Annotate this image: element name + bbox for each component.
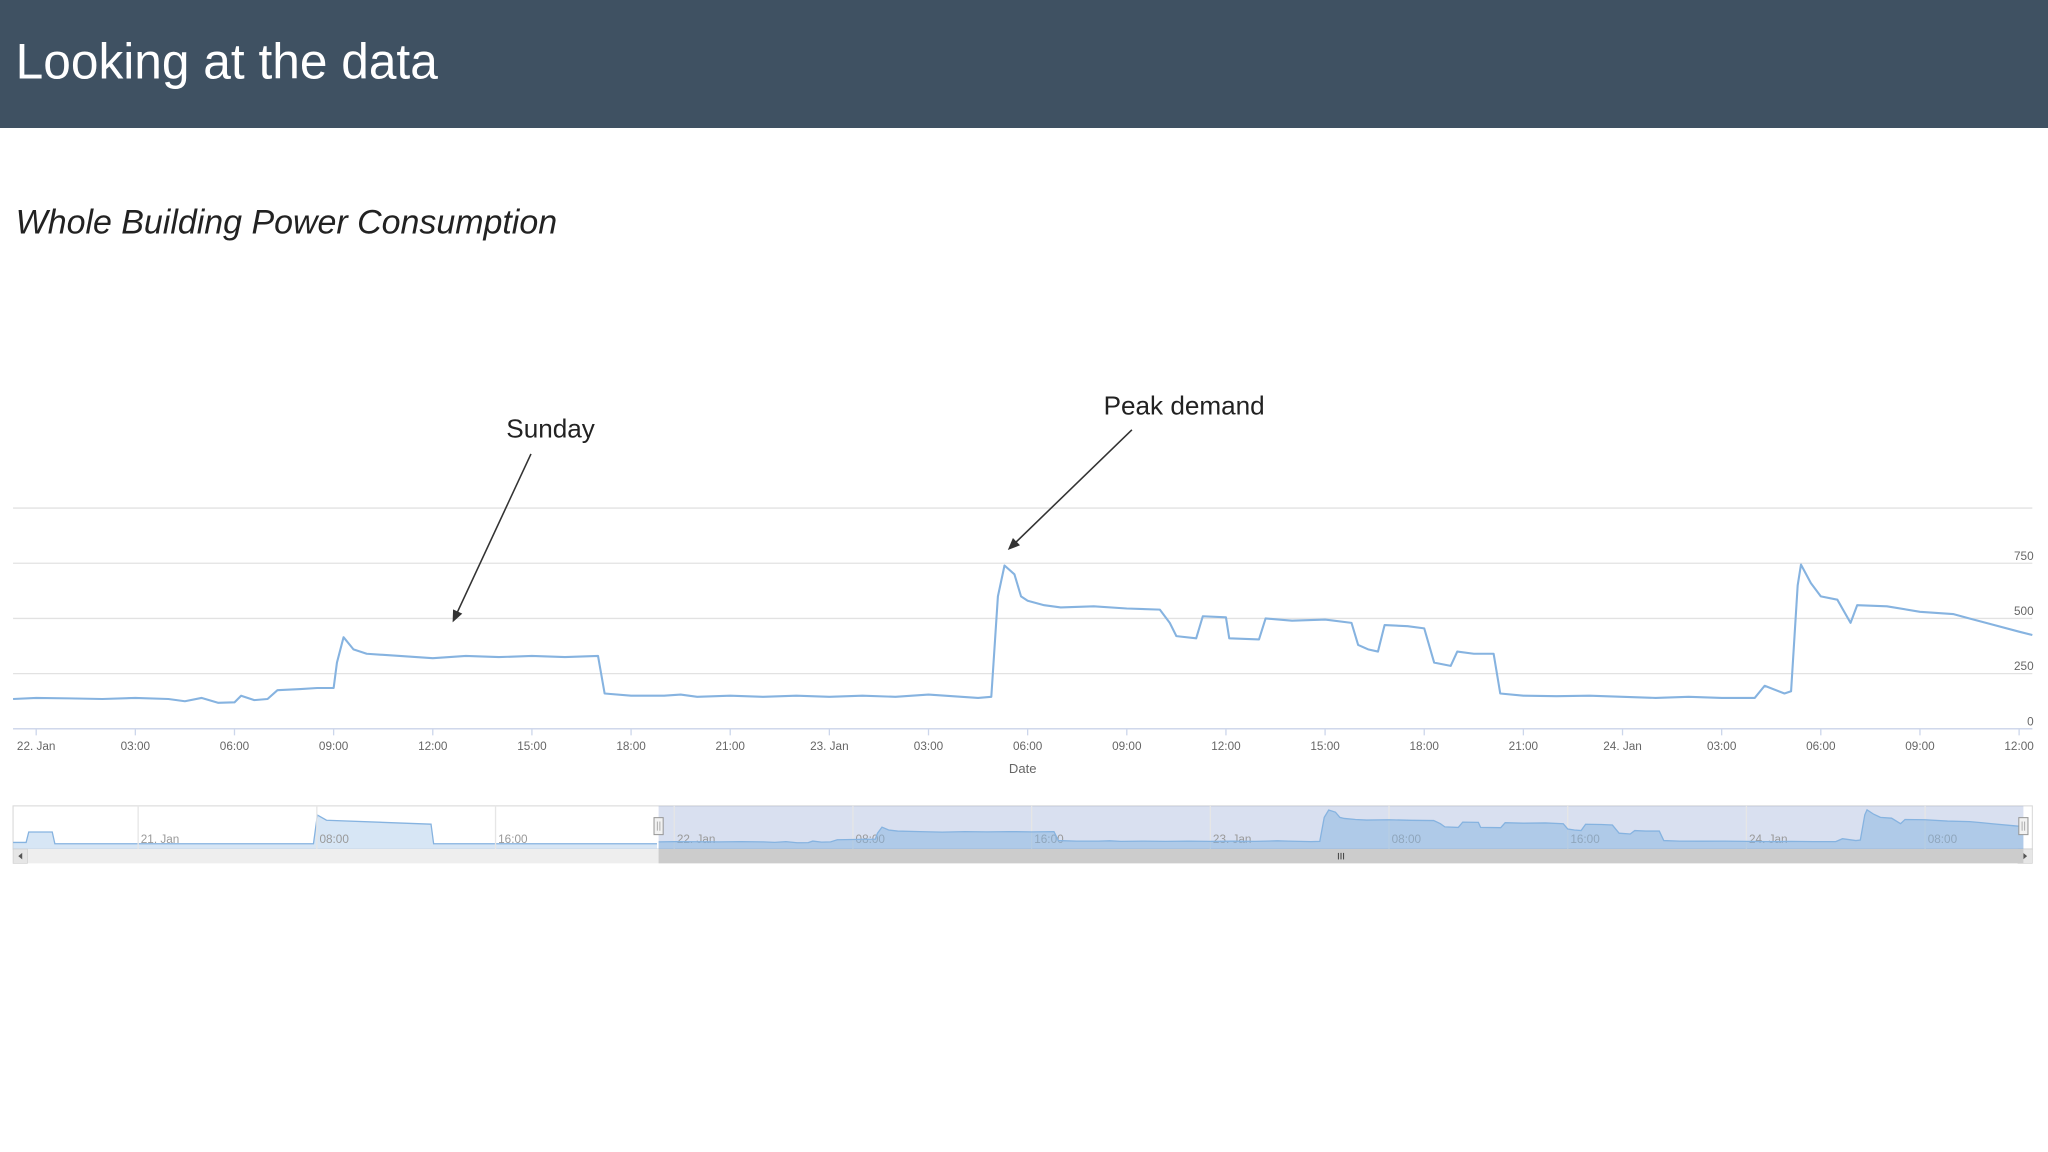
navigator-handle[interactable] — [2018, 817, 2029, 836]
y-tick-label: 500 — [2014, 605, 2034, 618]
annotation-arrow — [1012, 429, 1133, 546]
x-tick-label: 15:00 — [1310, 740, 1340, 753]
x-tick-label: 18:00 — [616, 740, 646, 753]
x-tick-label: 06:00 — [220, 740, 250, 753]
x-tick-label: 09:00 — [1112, 740, 1142, 753]
slide-title: Looking at the data — [16, 33, 439, 89]
x-tick-label: 12:00 — [2004, 740, 2034, 753]
x-tick-label: 09:00 — [319, 740, 349, 753]
y-tick-label: 750 — [2014, 550, 2034, 563]
header-bar — [0, 0, 2048, 128]
scroll-right-arrow — [2023, 852, 2028, 860]
navigator-history — [13, 815, 657, 849]
y-tick-label: 250 — [2014, 660, 2034, 673]
x-tick-label: 03:00 — [1707, 740, 1737, 753]
navigator-area — [658, 809, 2024, 849]
x-tick-label: 24. Jan — [1603, 740, 1642, 753]
y-tick-label: 0 — [2027, 715, 2034, 728]
x-tick-label: 03:00 — [121, 740, 151, 753]
navigator-handle[interactable] — [653, 817, 664, 836]
x-tick-label: 12:00 — [1211, 740, 1241, 753]
series-line — [13, 563, 2033, 704]
annotation-arrow — [455, 453, 532, 616]
x-tick-label: 03:00 — [914, 740, 944, 753]
scroll-left-arrow — [18, 852, 23, 860]
annotation-label: Peak demand — [1104, 391, 1265, 421]
x-tick-label: 18:00 — [1410, 740, 1440, 753]
x-axis-label: Date — [1009, 761, 1037, 776]
navigator-history-line — [13, 813, 657, 845]
x-tick-label: 06:00 — [1013, 740, 1043, 753]
navigator-tick-label: 08:00 — [319, 833, 349, 846]
x-tick-label: 06:00 — [1806, 740, 1836, 753]
navigator-line — [658, 808, 2024, 844]
annotation-arrowhead — [452, 609, 463, 623]
chart-title: Whole Building Power Consumption — [16, 204, 557, 242]
x-tick-label: 22. Jan — [17, 740, 56, 753]
annotation-arrowhead — [1007, 537, 1021, 551]
x-tick-label: 21:00 — [716, 740, 746, 753]
x-tick-label: 21:00 — [1509, 740, 1539, 753]
x-tick-label: 09:00 — [1905, 740, 1935, 753]
annotation-label: Sunday — [506, 413, 595, 443]
navigator-tick-label: 16:00 — [498, 833, 528, 846]
x-tick-label: 15:00 — [517, 740, 547, 753]
x-tick-label: 12:00 — [418, 740, 448, 753]
navigator-tick-label: 21. Jan — [141, 833, 180, 846]
x-tick-label: 23. Jan — [810, 740, 849, 753]
